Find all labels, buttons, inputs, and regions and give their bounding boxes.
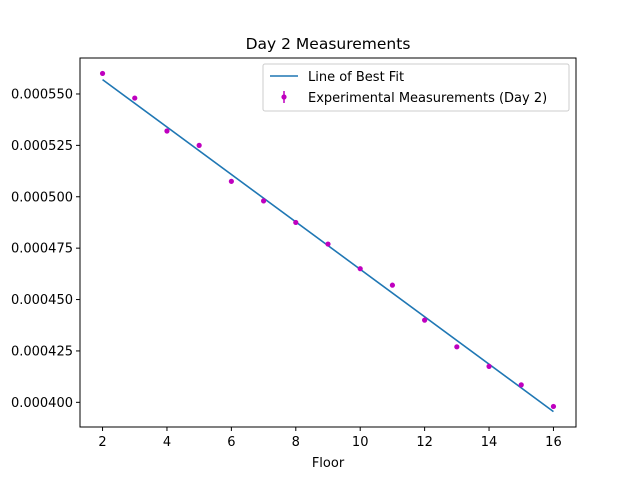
x-tick-label: 12 [416, 435, 433, 450]
x-tick-label: 8 [292, 435, 300, 450]
x-axis: 2 4 6 8 10 12 14 16 [98, 427, 562, 450]
y-tick-label: 0.000525 [11, 139, 73, 154]
x-tick-label: 6 [227, 435, 235, 450]
legend-label-measurements: Experimental Measurements (Day 2) [308, 91, 547, 106]
data-point [550, 403, 557, 410]
data-point [260, 198, 267, 204]
x-axis-label: Floor [312, 456, 345, 471]
data-point [518, 382, 524, 388]
x-tick-label: 10 [352, 435, 369, 450]
legend-marker-swatch [281, 94, 287, 100]
y-tick-label: 0.000475 [11, 242, 73, 257]
data-point [422, 317, 428, 323]
plot-layer [99, 70, 557, 413]
legend: Line of Best Fit Experimental Measuremen… [262, 63, 570, 112]
x-tick-label: 2 [98, 435, 106, 450]
data-point [486, 363, 492, 369]
data-point [132, 95, 138, 101]
data-point [293, 219, 299, 226]
data-point [357, 266, 363, 272]
y-axis: 0.000400 0.000425 0.000450 0.000475 0.000500… [11, 87, 80, 411]
x-tick-label: 16 [545, 435, 562, 450]
data-point [196, 142, 202, 148]
y-tick-label: 0.000425 [11, 344, 73, 359]
legend-box [262, 63, 570, 112]
y-tick-label: 0.000450 [11, 293, 73, 308]
legend-label-best-fit: Line of Best Fit [308, 70, 404, 85]
y-tick-label: 0.000550 [11, 87, 73, 102]
axes-frame [79, 57, 577, 428]
x-tick-label: 14 [481, 435, 498, 450]
chart-title: Day 2 Measurements [246, 35, 411, 53]
data-point [325, 241, 331, 247]
x-tick-label: 4 [163, 435, 171, 450]
data-point [454, 344, 460, 350]
y-tick-label: 0.000500 [11, 190, 73, 205]
data-point [164, 128, 170, 134]
data-point [228, 178, 234, 184]
data-point [99, 70, 106, 77]
data-point [389, 282, 396, 288]
y-tick-label: 0.000400 [11, 396, 73, 411]
